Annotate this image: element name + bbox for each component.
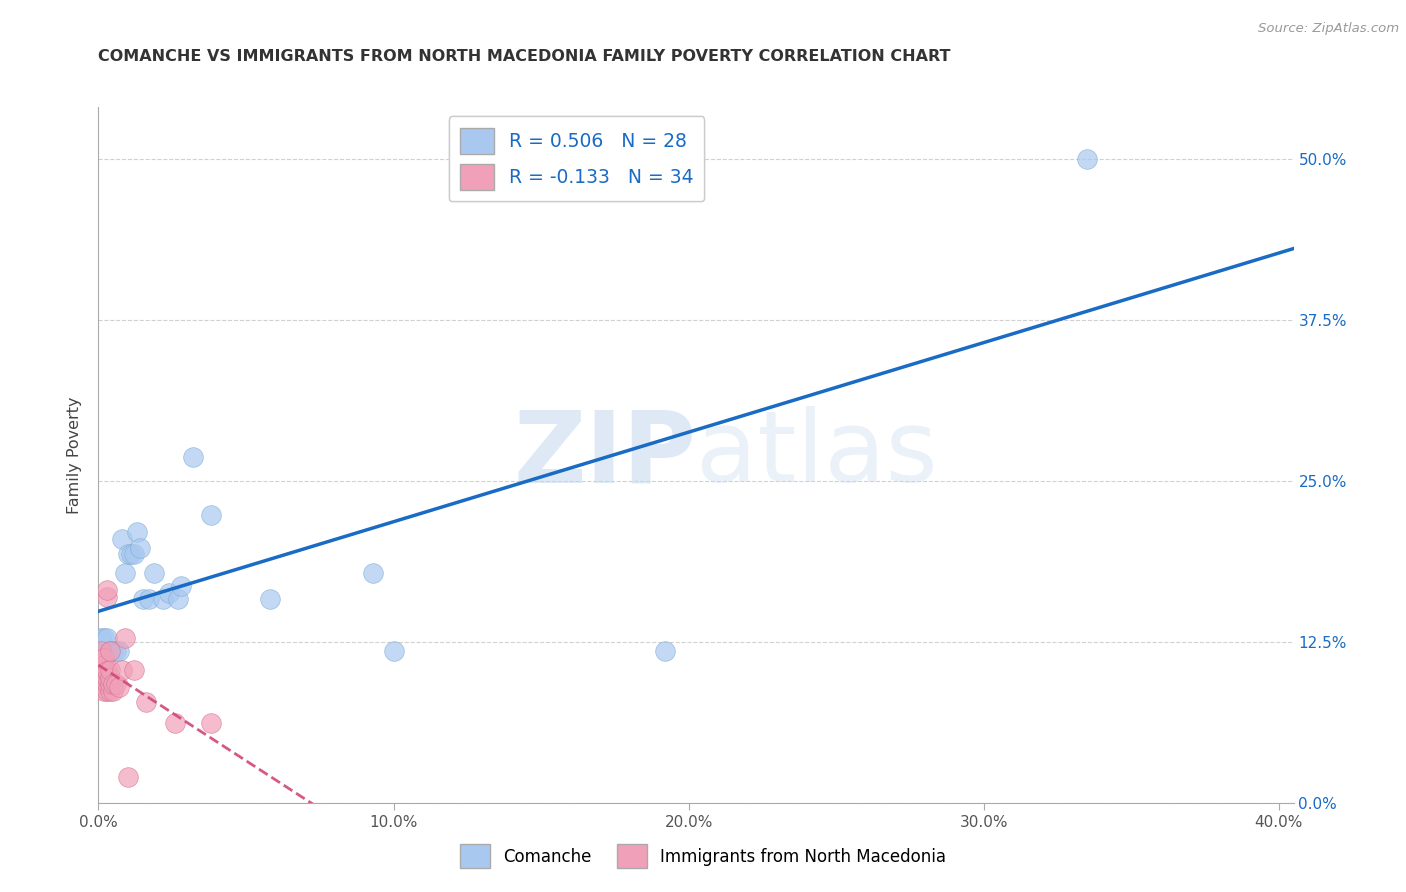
Point: [138, 592, 160, 607]
Point: [108, 680, 131, 694]
Point: [111, 532, 134, 546]
Point: [101, 644, 124, 658]
Point: [165, 715, 187, 730]
Point: [90, 644, 112, 658]
Text: ZIP: ZIP: [513, 407, 696, 503]
Point: [120, 547, 142, 561]
Point: [170, 579, 193, 593]
Point: [105, 677, 128, 691]
Point: [1076, 152, 1098, 166]
Point: [117, 770, 139, 784]
Point: [114, 631, 136, 645]
Point: [93, 631, 115, 645]
Point: [152, 592, 174, 607]
Point: [90, 657, 112, 672]
Point: [93, 657, 115, 672]
Point: [90, 631, 112, 645]
Point: [131, 592, 153, 607]
Point: [105, 644, 128, 658]
Point: [128, 541, 150, 555]
Point: [96, 631, 118, 645]
Point: [382, 644, 405, 658]
Point: [181, 450, 204, 465]
Point: [98, 671, 121, 685]
Legend: Comanche, Immigrants from North Macedonia: Comanche, Immigrants from North Macedoni…: [453, 838, 953, 875]
Point: [101, 677, 124, 691]
Point: [90, 677, 112, 691]
Point: [96, 590, 118, 604]
Y-axis label: Family Poverty: Family Poverty: [67, 396, 83, 514]
Point: [93, 677, 115, 691]
Point: [122, 663, 145, 677]
Point: [98, 663, 121, 677]
Point: [167, 592, 190, 607]
Point: [135, 695, 157, 709]
Point: [111, 663, 134, 677]
Point: [108, 644, 131, 658]
Point: [114, 566, 136, 581]
Point: [90, 665, 112, 679]
Point: [98, 677, 121, 691]
Point: [93, 671, 115, 685]
Point: [93, 651, 115, 665]
Legend: R = 0.506   N = 28, R = -0.133   N = 34: R = 0.506 N = 28, R = -0.133 N = 34: [449, 117, 704, 202]
Point: [143, 566, 166, 581]
Text: atlas: atlas: [696, 407, 938, 503]
Point: [98, 644, 121, 658]
Point: [654, 644, 676, 658]
Point: [101, 683, 124, 698]
Point: [98, 644, 121, 658]
Point: [259, 592, 281, 607]
Point: [96, 583, 118, 598]
Point: [96, 683, 118, 698]
Point: [117, 547, 139, 561]
Point: [90, 651, 112, 665]
Point: [96, 671, 118, 685]
Point: [96, 677, 118, 691]
Point: [200, 715, 222, 730]
Point: [96, 665, 118, 679]
Point: [122, 547, 145, 561]
Point: [90, 671, 112, 685]
Point: [125, 525, 148, 540]
Point: [93, 683, 115, 698]
Text: Source: ZipAtlas.com: Source: ZipAtlas.com: [1258, 22, 1399, 36]
Text: COMANCHE VS IMMIGRANTS FROM NORTH MACEDONIA FAMILY POVERTY CORRELATION CHART: COMANCHE VS IMMIGRANTS FROM NORTH MACEDO…: [98, 49, 950, 64]
Point: [157, 586, 180, 600]
Point: [93, 665, 115, 679]
Point: [200, 508, 222, 523]
Point: [361, 566, 384, 581]
Point: [98, 683, 121, 698]
